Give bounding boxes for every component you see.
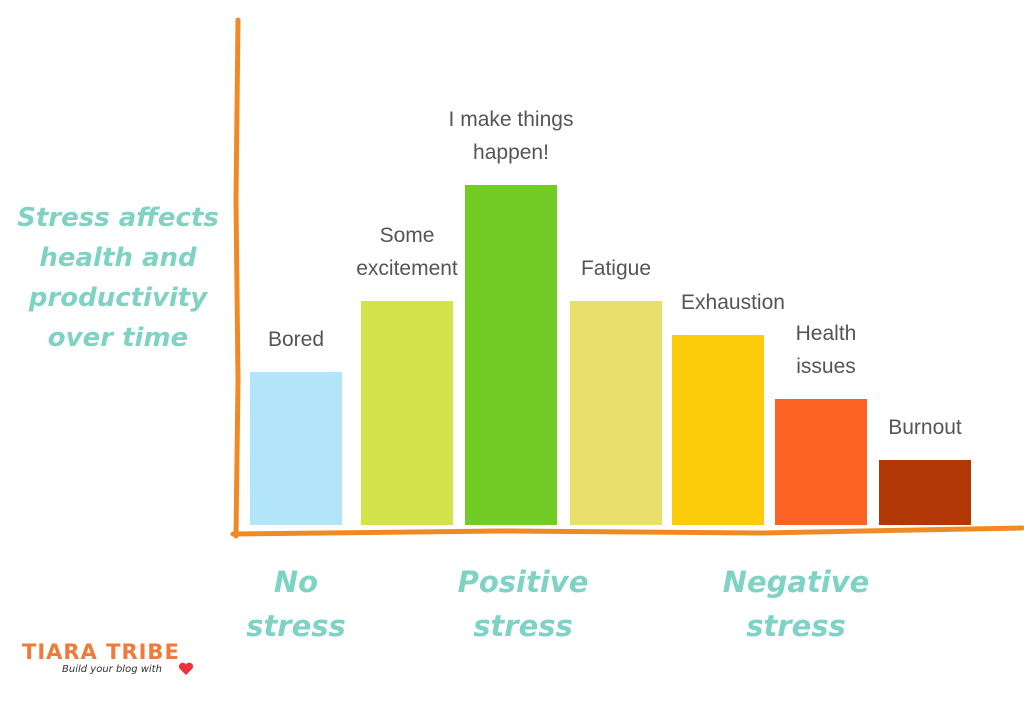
group-label: Negative stress [722, 565, 870, 643]
bar-label: Health issues [795, 322, 857, 379]
bar [672, 334, 764, 525]
bar [879, 460, 971, 525]
y-axis-line [233, 17, 241, 539]
chart-title: Stress affects health and productivity o… [17, 203, 219, 353]
logo-tagline: Build your blog with [62, 664, 162, 675]
bar [250, 372, 342, 525]
bar-label: Fatigue [580, 256, 652, 280]
bar-label: Bored [267, 328, 325, 351]
bar [465, 185, 557, 525]
bar [775, 399, 867, 525]
bar-label: Burnout [888, 416, 962, 440]
bar-label: Exhaustion [681, 290, 785, 314]
bar-label: I make things happen! [448, 108, 574, 164]
group-label: Positive stress [457, 565, 589, 643]
group-label: No stress [246, 565, 346, 643]
logo-name: TIARA TRIBE [22, 640, 180, 664]
bar-label: Some excitement [356, 223, 458, 280]
x-axis-line [230, 525, 1024, 537]
bar [361, 300, 453, 525]
bar [570, 300, 662, 525]
heart-icon [178, 662, 194, 675]
